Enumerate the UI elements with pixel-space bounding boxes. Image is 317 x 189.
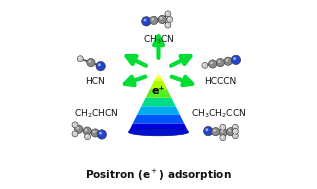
- Polygon shape: [141, 98, 176, 106]
- Circle shape: [220, 135, 226, 141]
- Text: Positron (e$^+$) adsorption: Positron (e$^+$) adsorption: [85, 168, 232, 183]
- Circle shape: [232, 129, 238, 134]
- Circle shape: [91, 129, 100, 137]
- Circle shape: [97, 130, 107, 139]
- Circle shape: [73, 123, 75, 125]
- Circle shape: [151, 64, 166, 80]
- Circle shape: [72, 122, 78, 128]
- Text: CH$_3$CH$_2$CCN: CH$_3$CH$_2$CCN: [191, 107, 246, 119]
- Circle shape: [99, 132, 102, 135]
- Ellipse shape: [128, 128, 189, 136]
- Circle shape: [83, 127, 91, 135]
- Circle shape: [79, 57, 81, 59]
- Circle shape: [220, 124, 226, 130]
- Circle shape: [73, 132, 75, 134]
- Circle shape: [209, 60, 217, 68]
- Circle shape: [221, 130, 223, 132]
- Circle shape: [219, 128, 227, 136]
- Circle shape: [232, 124, 238, 130]
- Circle shape: [234, 130, 236, 132]
- Circle shape: [85, 129, 87, 131]
- Text: HCN: HCN: [85, 77, 105, 86]
- Circle shape: [93, 130, 95, 133]
- Circle shape: [166, 23, 168, 25]
- Circle shape: [87, 58, 95, 67]
- Circle shape: [168, 18, 170, 20]
- Polygon shape: [133, 115, 184, 123]
- Polygon shape: [150, 81, 167, 89]
- Circle shape: [210, 61, 213, 64]
- Circle shape: [211, 128, 220, 136]
- Circle shape: [77, 56, 83, 62]
- Circle shape: [88, 60, 91, 63]
- Text: CH$_3$CN: CH$_3$CN: [143, 34, 174, 46]
- Polygon shape: [154, 72, 163, 81]
- Circle shape: [228, 129, 231, 132]
- Circle shape: [203, 64, 205, 65]
- Circle shape: [166, 12, 168, 14]
- Circle shape: [86, 135, 88, 137]
- Circle shape: [167, 16, 173, 22]
- Circle shape: [213, 129, 216, 132]
- Text: CH$_2$CHCN: CH$_2$CHCN: [74, 107, 119, 119]
- Circle shape: [165, 11, 171, 17]
- Polygon shape: [128, 123, 189, 132]
- Circle shape: [227, 128, 235, 136]
- Circle shape: [74, 125, 83, 133]
- Circle shape: [232, 133, 238, 139]
- Polygon shape: [146, 89, 171, 98]
- Circle shape: [233, 57, 236, 60]
- Circle shape: [85, 134, 91, 140]
- Circle shape: [234, 125, 236, 127]
- Circle shape: [158, 15, 166, 24]
- Circle shape: [221, 136, 223, 138]
- Circle shape: [234, 134, 236, 136]
- Circle shape: [156, 70, 161, 74]
- Circle shape: [150, 16, 158, 25]
- Circle shape: [98, 63, 101, 66]
- Circle shape: [226, 59, 228, 61]
- Circle shape: [218, 60, 221, 63]
- Text: e⁺: e⁺: [152, 86, 165, 96]
- Circle shape: [76, 127, 79, 129]
- Circle shape: [160, 17, 162, 20]
- Circle shape: [204, 126, 213, 136]
- Circle shape: [202, 62, 208, 68]
- Circle shape: [224, 57, 232, 65]
- Circle shape: [72, 131, 78, 137]
- Circle shape: [151, 18, 154, 21]
- Circle shape: [205, 128, 208, 131]
- Circle shape: [142, 17, 151, 26]
- Circle shape: [144, 19, 146, 22]
- Circle shape: [216, 58, 224, 67]
- Circle shape: [154, 67, 163, 77]
- Circle shape: [231, 55, 241, 65]
- Circle shape: [221, 125, 223, 127]
- Circle shape: [96, 61, 105, 71]
- Circle shape: [165, 22, 171, 28]
- Polygon shape: [137, 106, 180, 115]
- Text: HCCCN: HCCCN: [204, 77, 236, 86]
